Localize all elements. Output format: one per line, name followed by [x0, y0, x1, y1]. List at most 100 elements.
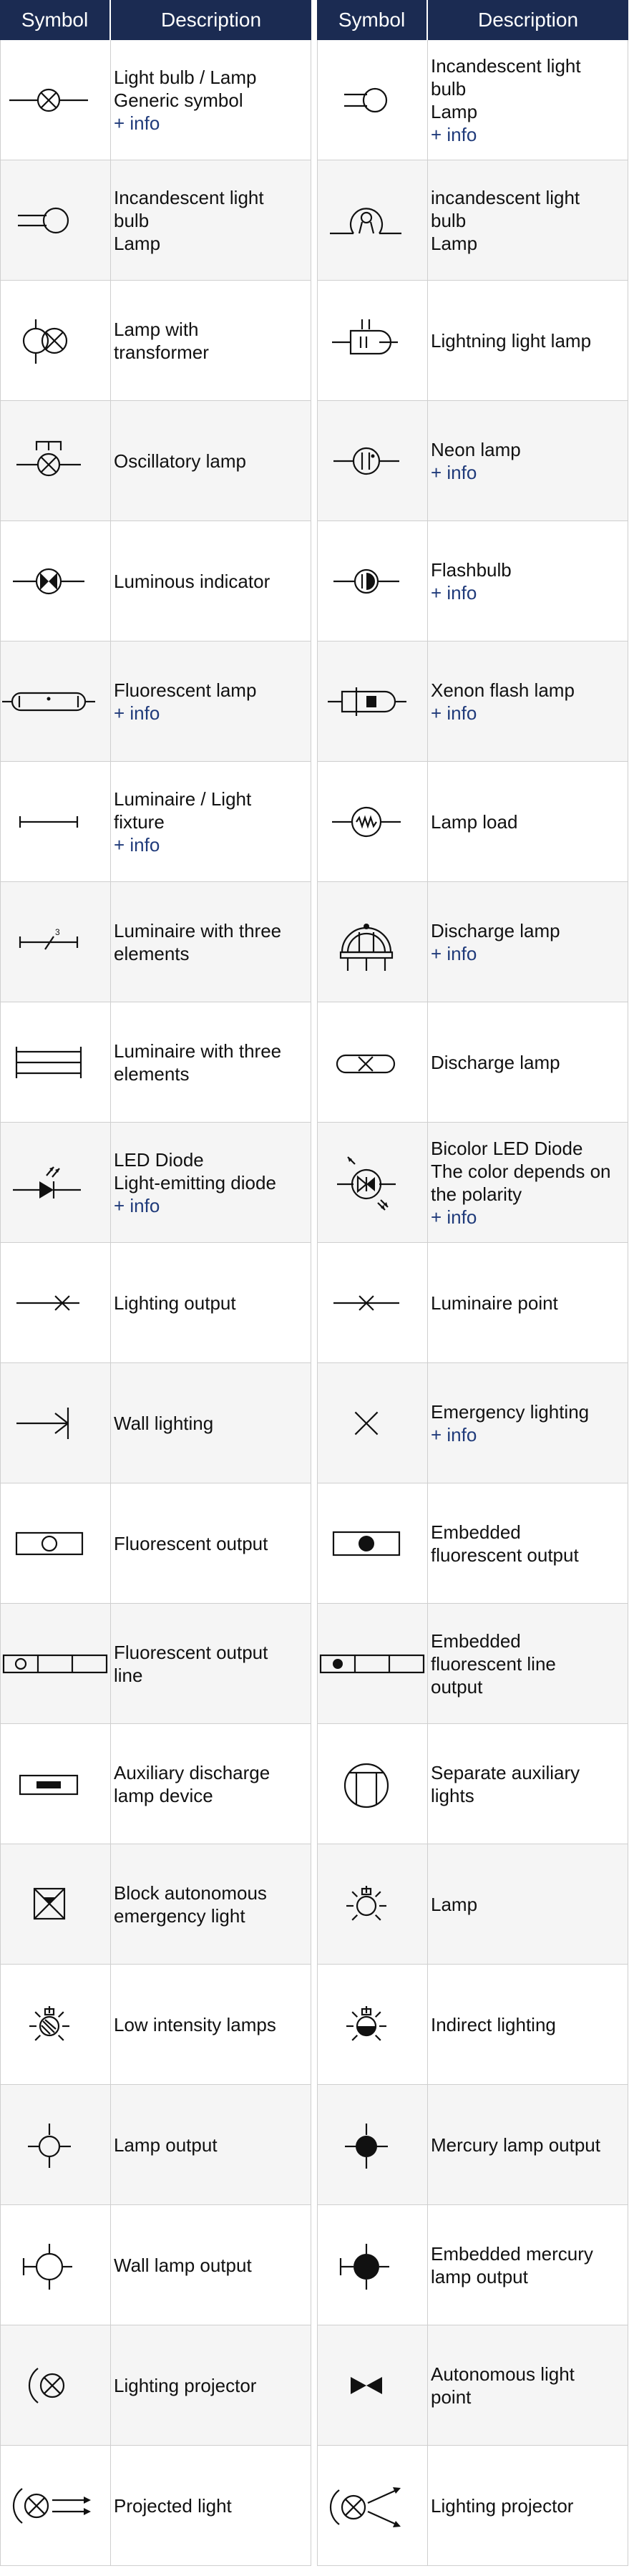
symbol-cell	[0, 1363, 111, 1483]
description-text: Auxiliary discharge	[114, 1761, 270, 1783]
embedded-fluorescent-line-icon	[319, 1654, 424, 1673]
luminaire-three-slash-icon: 3	[19, 927, 78, 950]
block-emergency-icon	[33, 1887, 65, 1919]
incandescent-filament-icon	[329, 207, 401, 234]
description-text: Luminaire with three	[114, 1040, 282, 1062]
table-row: Discharge lamp	[317, 1002, 628, 1123]
projected-light-icon	[12, 2487, 91, 2524]
description-text: Lamp load	[431, 810, 518, 833]
description-text: LED Diode	[114, 1148, 204, 1171]
table-row: Luminaire with three elements	[0, 1002, 311, 1123]
symbol-cell	[0, 2325, 111, 2445]
more-info-link[interactable]: + info	[431, 461, 477, 483]
description-text: fixture	[114, 810, 165, 833]
table-row: 3 Luminaire with three elements	[0, 882, 311, 1002]
table-row: Fluorescent output	[0, 1483, 311, 1604]
symbol-cell	[317, 1724, 428, 1844]
discharge-lamp-bulb-icon	[339, 923, 393, 971]
table-row: Mercury lamp output	[317, 2085, 628, 2205]
bicolor-led-icon	[336, 1156, 396, 1211]
more-info-link[interactable]: + info	[431, 1206, 477, 1228]
symbol-cell	[317, 1002, 428, 1122]
more-info-link[interactable]: + info	[431, 702, 477, 724]
symbol-cell	[317, 762, 428, 881]
table-row: Lamp with transformer	[0, 281, 311, 401]
more-info-link[interactable]: + info	[431, 581, 477, 604]
table-row: Luminaire point	[317, 1243, 628, 1363]
auxiliary-discharge-icon	[19, 1774, 78, 1795]
symbol-cell	[317, 281, 428, 400]
emergency-lighting-icon	[354, 1411, 378, 1435]
description-cell: Discharge lamp	[428, 1002, 628, 1122]
low-intensity-lamp-icon	[29, 2005, 69, 2041]
description-text: Luminaire / Light	[114, 788, 252, 810]
table-row: Lighting projector	[317, 2446, 628, 2566]
description-text: Lamp with	[114, 318, 199, 340]
symbol-cell	[0, 1243, 111, 1362]
indirect-lighting-icon	[346, 2005, 386, 2041]
description-cell: Lighting projector	[428, 2446, 628, 2565]
symbols-table-right: Symbol Description Incandescent light bul…	[317, 0, 628, 2566]
table-row: Xenon flash lamp + info	[317, 641, 628, 762]
description-cell: Projected light	[111, 2446, 311, 2565]
description-cell: Fluorescent output line	[111, 1604, 311, 1723]
description-cell: Emergency lighting + info	[428, 1363, 628, 1483]
description-text: Autonomous light	[431, 2363, 575, 2385]
description-cell: Incandescent light bulb Lamp + info	[428, 40, 628, 160]
description-text: Oscillatory lamp	[114, 450, 246, 472]
description-text: Luminaire point	[431, 1292, 558, 1314]
description-text: Embedded	[431, 1521, 521, 1543]
symbol-cell	[317, 521, 428, 641]
description-cell: Separate auxiliary lights	[428, 1724, 628, 1844]
embedded-fluorescent-icon	[332, 1531, 400, 1556]
symbol-cell	[0, 1123, 111, 1242]
table-row: Lamp output	[0, 2085, 311, 2205]
table-row: LED Diode Light-emitting diode + info	[0, 1123, 311, 1243]
symbol-cell	[317, 2205, 428, 2325]
more-info-link[interactable]: + info	[114, 112, 160, 134]
table-row: Low intensity lamps	[0, 1965, 311, 2085]
mercury-lamp-output-icon	[344, 2123, 388, 2169]
more-info-link[interactable]: + info	[431, 1423, 477, 1446]
description-cell: Wall lighting	[111, 1363, 311, 1483]
symbol-cell	[317, 641, 428, 761]
table-row: Flashbulb + info	[317, 521, 628, 641]
table-row: Luminous indicator	[0, 521, 311, 641]
lamp-rays-icon	[346, 1885, 386, 1921]
symbol-cell	[317, 40, 428, 160]
table-row: Lamp	[317, 1844, 628, 1965]
description-text: bulb	[431, 209, 467, 231]
description-text: Lighting output	[114, 1292, 236, 1314]
luminaire-icon	[19, 815, 78, 828]
description-text: lamp device	[114, 1784, 213, 1806]
table-row: Lighting output	[0, 1243, 311, 1363]
table-row: Autonomous light point	[317, 2325, 628, 2446]
description-cell: Luminaire / Light fixture + info	[111, 762, 311, 881]
lighting-projector-arrows-icon	[329, 2487, 401, 2527]
symbol-cell	[317, 2446, 428, 2565]
description-text: Incandescent light	[431, 54, 581, 77]
fluorescent-output-line-icon	[2, 1654, 107, 1673]
table-row: Light bulb / Lamp Generic symbol + info	[0, 40, 311, 160]
table-row: Lightning light lamp	[317, 281, 628, 401]
symbol-cell	[317, 1965, 428, 2084]
more-info-link[interactable]: + info	[431, 942, 477, 964]
table-row: Separate auxiliary lights	[317, 1724, 628, 1844]
oscillatory-lamp-icon	[16, 440, 81, 476]
lamp-load-icon	[331, 806, 401, 837]
more-info-link[interactable]: + info	[114, 1194, 160, 1216]
table-row: incandescent light bulb Lamp	[317, 160, 628, 281]
more-info-link[interactable]: + info	[431, 123, 477, 145]
symbol-cell	[0, 160, 111, 280]
description-cell: Block autonomous emergency light	[111, 1844, 311, 1964]
more-info-link[interactable]: + info	[114, 833, 160, 856]
description-text: Neon lamp	[431, 438, 521, 460]
table-row: Luminaire / Light fixture + info	[0, 762, 311, 882]
description-text: Fluorescent lamp	[114, 679, 257, 701]
description-cell: Luminaire with three elements	[111, 882, 311, 1002]
description-text: Lamp	[431, 100, 478, 122]
more-info-link[interactable]: + info	[114, 702, 160, 724]
description-text: Luminaire with three	[114, 919, 282, 941]
symbol-cell	[0, 1965, 111, 2084]
luminous-indicator-icon	[12, 568, 84, 594]
